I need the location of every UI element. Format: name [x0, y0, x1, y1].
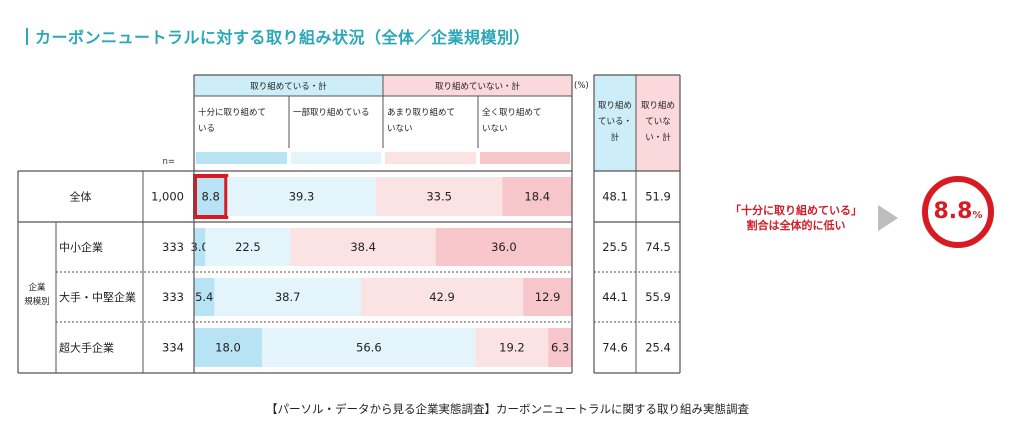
- bar-value-label: 33.5: [426, 190, 452, 204]
- summary-header-bg: [636, 75, 680, 171]
- summary-value: 74.6: [602, 341, 628, 355]
- bar-value-label: 38.4: [350, 240, 376, 254]
- bar-segment: [435, 228, 572, 266]
- row-n-value: 1,000: [151, 190, 184, 204]
- series-header-label: いない: [387, 124, 413, 134]
- bar-value-label: 5.4: [195, 290, 213, 304]
- bar-segment: [194, 328, 262, 367]
- bar-segment: [214, 278, 361, 316]
- summary-header-label: ていな: [645, 117, 671, 127]
- row-label: 大手・中堅企業: [59, 290, 136, 304]
- bar-value-label: 12.9: [535, 290, 561, 304]
- summary-header-label: 取り組め: [598, 100, 632, 111]
- series-header-label: 十分に取り組めて: [198, 107, 266, 118]
- summary-value: 55.9: [645, 290, 671, 304]
- series-header-label: いない: [482, 124, 508, 134]
- bar-value-label: 8.8: [201, 190, 219, 204]
- unit-label: (%): [574, 81, 589, 91]
- header-group-label: 取り組めていない・計: [435, 81, 521, 92]
- bar-segment: [523, 278, 572, 316]
- bar-segment: [194, 177, 228, 216]
- summary-header-label: い・計: [645, 132, 671, 143]
- series-legend-swatch: [196, 152, 287, 164]
- series-header-label: 一部取り組めている: [293, 107, 370, 118]
- row-group-label: 規模別: [24, 296, 50, 307]
- bar-value-label: 22.5: [235, 240, 261, 254]
- title-bar-decoration: [26, 28, 28, 45]
- bar-segment: [548, 328, 572, 367]
- bar-value-label: 42.9: [429, 290, 455, 304]
- header-group-bg: [383, 75, 572, 96]
- series-legend-swatch: [480, 152, 570, 164]
- row-label: 超大手企業: [59, 341, 114, 355]
- summary-header-label: ている・: [598, 117, 632, 127]
- row-group-label: 企業: [28, 282, 46, 293]
- bar-value-label: 18.0: [215, 341, 241, 355]
- bar-segment: [290, 228, 436, 266]
- bar-value-label: 56.6: [356, 341, 382, 355]
- summary-header-label: 取り組め: [641, 100, 675, 111]
- series-legend-swatch: [385, 152, 476, 164]
- bar-segment: [227, 177, 376, 216]
- series-legend-swatch: [291, 152, 381, 164]
- page-title: カーボンニュートラルに対する取り組み状況（全体／企業規模別）: [26, 24, 530, 48]
- row-label: 全体: [70, 190, 92, 204]
- summary-value: 25.4: [645, 341, 671, 355]
- bar-segment: [194, 228, 206, 266]
- row-n-value: 333: [162, 290, 184, 304]
- highlight-circle: 8.8%: [922, 176, 994, 248]
- callout-line-1: 「十分に取り組めている」: [730, 204, 862, 217]
- bar-value-label: 36.0: [491, 240, 517, 254]
- bar-value-label: 6.3: [551, 341, 569, 355]
- n-label: n=: [162, 157, 175, 167]
- highlight-unit: %: [972, 210, 983, 221]
- highlight-box: [193, 174, 229, 219]
- arrow-right-icon: [878, 205, 898, 231]
- bar-value-label: 18.4: [524, 190, 550, 204]
- bar-segment: [205, 228, 291, 266]
- row-n-value: 334: [162, 341, 184, 355]
- bar-segment: [375, 177, 503, 216]
- series-header-label: あまり取り組めて: [387, 107, 455, 118]
- bar-value-label: 3.0: [191, 240, 209, 254]
- summary-value: 25.5: [602, 240, 628, 254]
- bar-value-label: 38.7: [275, 290, 301, 304]
- series-header-label: いる: [198, 124, 215, 134]
- bar-segment: [360, 278, 524, 316]
- bar-segment: [502, 177, 572, 216]
- header-group-bg: [194, 75, 383, 96]
- source-caption: 【パーソル・データから見る企業実態調査】カーボンニュートラルに関する取り組み実態…: [266, 402, 749, 416]
- highlight-value: 8.8: [933, 199, 973, 224]
- callout-line-2: 割合は全体的に低い: [746, 219, 846, 232]
- callout-note: 「十分に取り組めている」 割合は全体的に低い: [706, 203, 886, 233]
- stacked-bar-chart: 取り組めている・計 取り組めていない・計 (%)十分に取り組めている一部取り組めてい…: [17, 74, 681, 374]
- title-text: カーボンニュートラルに対する取り組み状況（全体／企業規模別）: [35, 28, 531, 47]
- summary-value: 44.1: [602, 290, 628, 304]
- summary-value: 74.5: [645, 240, 671, 254]
- summary-header-bg: [594, 75, 636, 171]
- bar-segment: [475, 328, 549, 367]
- bar-segment: [194, 278, 215, 316]
- row-label: 中小企業: [59, 240, 103, 254]
- summary-header-label: 計: [611, 132, 620, 143]
- bar-segment: [261, 328, 476, 367]
- summary-value: 51.9: [645, 190, 671, 204]
- row-n-value: 333: [162, 240, 184, 254]
- header-group-label: 取り組めている・計: [250, 81, 327, 92]
- bar-value-label: 19.2: [499, 341, 525, 355]
- series-header-label: 全く取り組めて: [482, 107, 542, 118]
- bar-value-label: 39.3: [289, 190, 315, 204]
- summary-value: 48.1: [602, 190, 628, 204]
